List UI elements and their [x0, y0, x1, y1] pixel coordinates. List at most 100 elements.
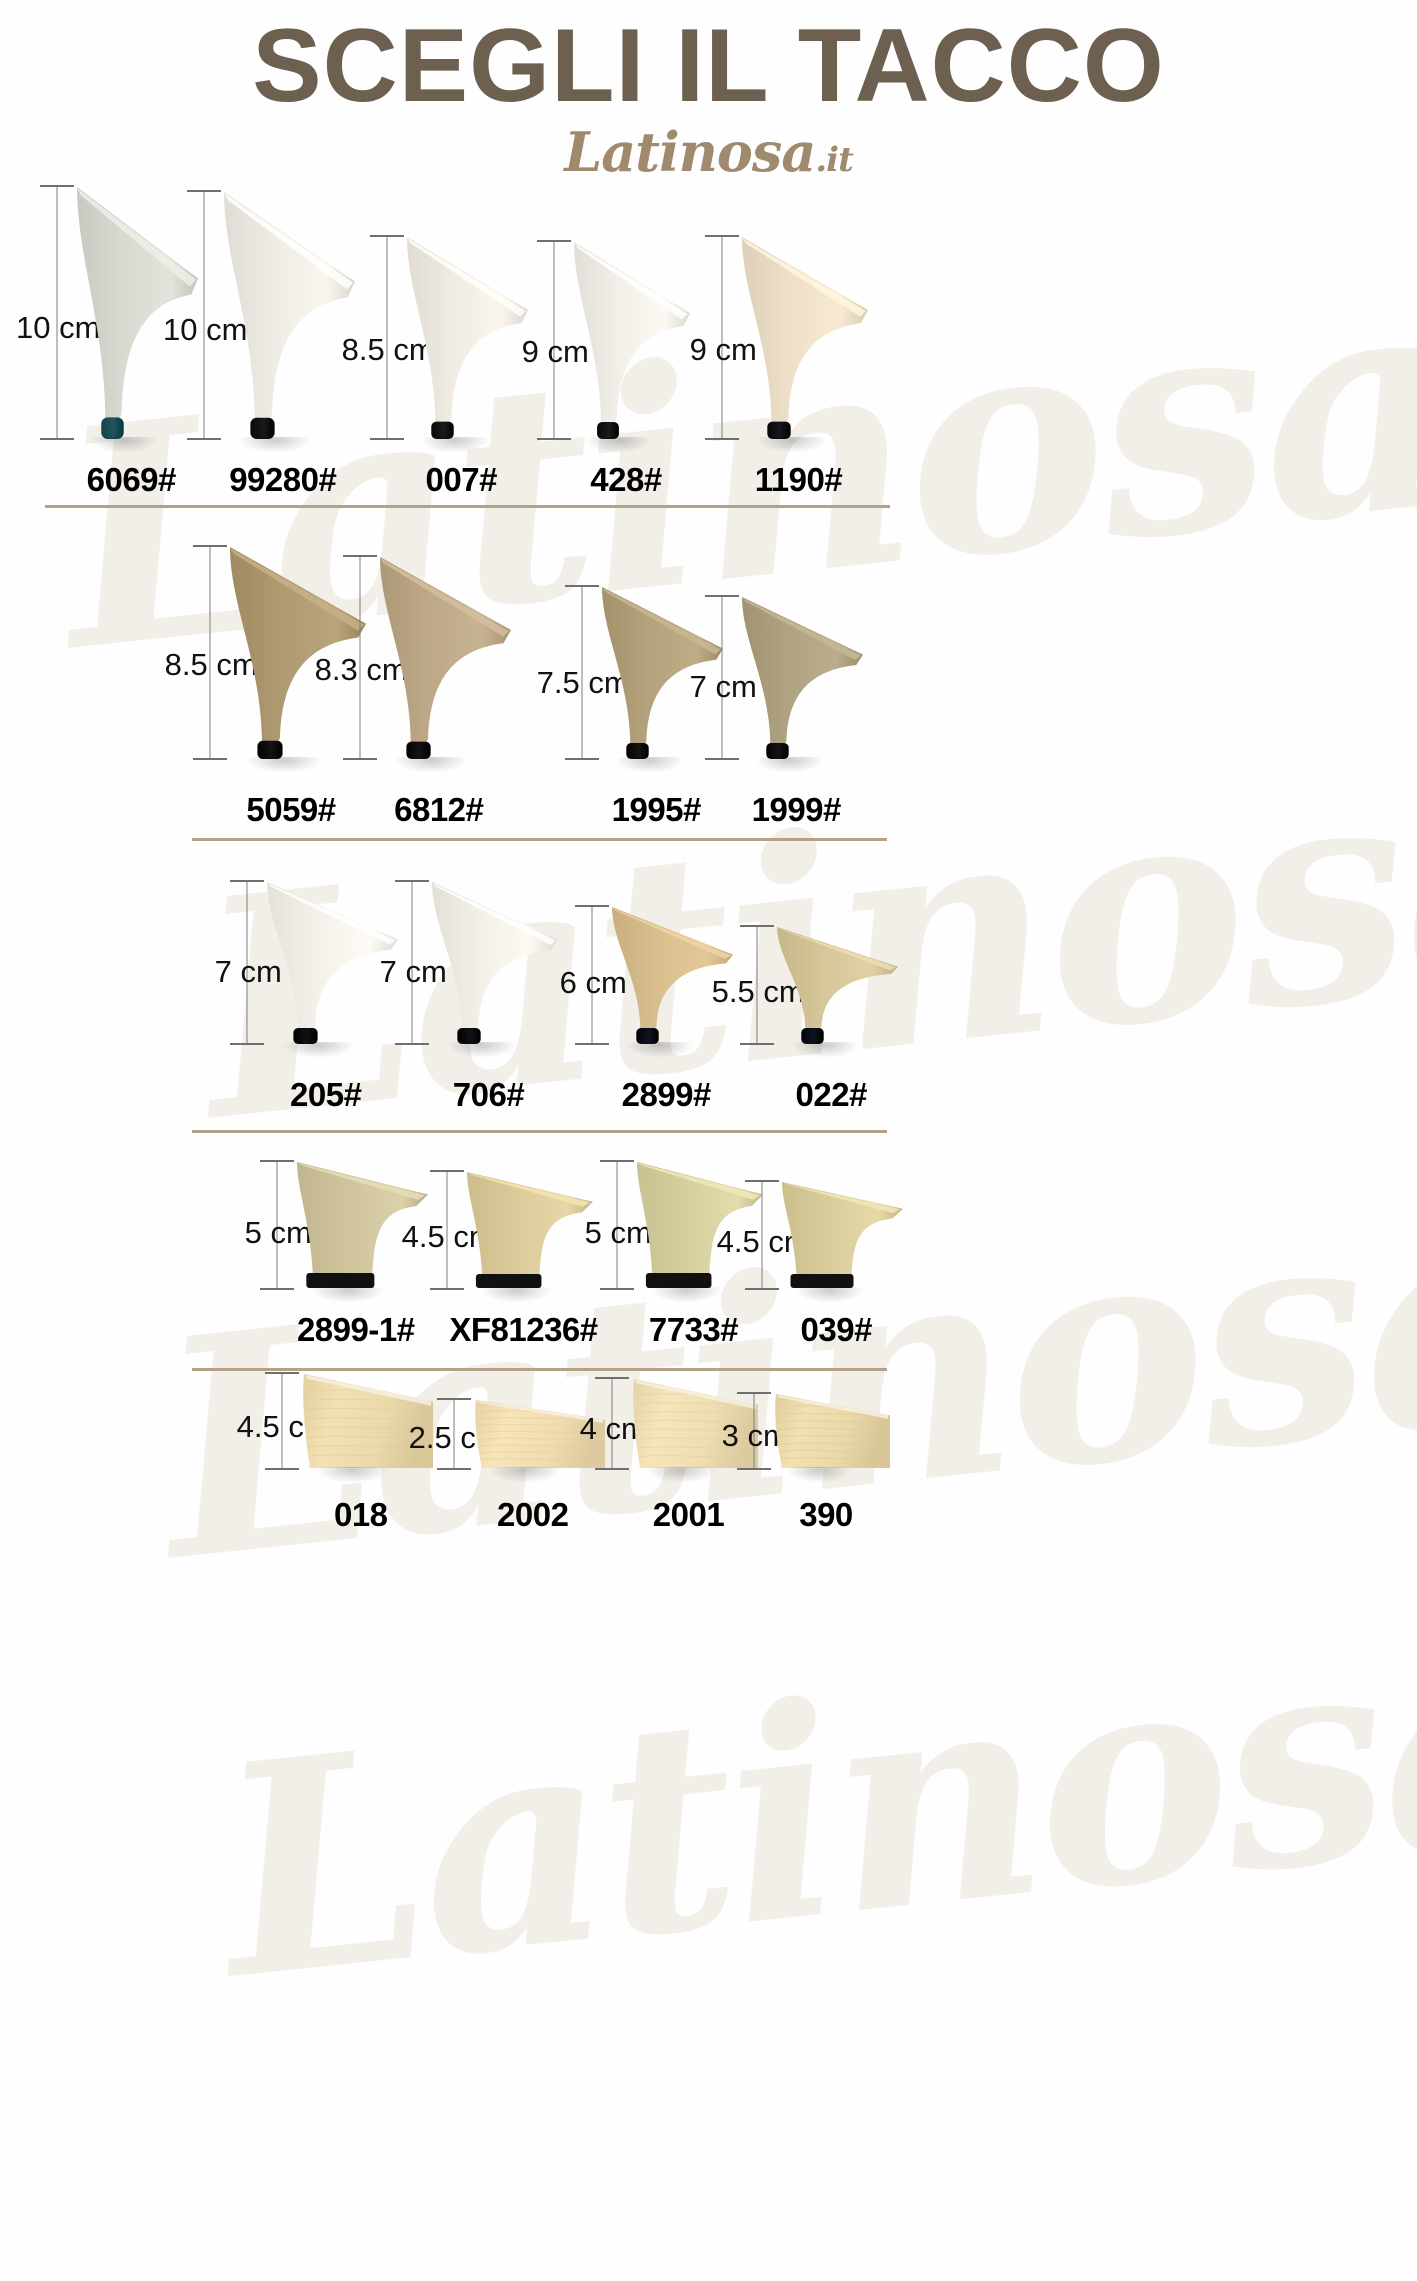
- heel-shadow: [488, 1467, 563, 1483]
- heel-image-007: [405, 235, 530, 453]
- measurement-indicator: 5 cm: [585, 1160, 652, 1290]
- measurement-cap-bottom: [575, 1043, 609, 1045]
- height-label: 7 cm: [214, 954, 282, 990]
- heel-image-1190: [740, 235, 870, 453]
- measurement-cap-bottom: [705, 438, 739, 440]
- heel-shadow: [790, 1042, 859, 1058]
- measurement-cap-top: [595, 1377, 629, 1379]
- height-label: 5 cm: [584, 1214, 652, 1250]
- heel-image-428: [572, 240, 692, 453]
- measurement-indicator: 7 cm: [215, 880, 282, 1045]
- measurement-cap-top: [537, 240, 571, 242]
- model-label: 039#: [800, 1311, 873, 1348]
- heel-shadow: [445, 1042, 518, 1058]
- heel-shadow: [786, 1467, 853, 1483]
- heel-shadow: [625, 1042, 694, 1058]
- model-label: 007#: [425, 461, 498, 498]
- measurement-indicator: 5 cm: [245, 1160, 312, 1290]
- measurement-line: [359, 555, 361, 760]
- heel-shadow: [755, 437, 828, 453]
- measurement-cap-top: [575, 905, 609, 907]
- measurement-cap-bottom: [437, 1468, 471, 1470]
- measurement-indicator: 9 cm: [522, 240, 589, 440]
- measurement-cap-top: [395, 880, 429, 882]
- heel-shadow: [480, 1287, 553, 1303]
- height-label: 5.5 cm: [711, 974, 805, 1010]
- measurement-cap-top: [437, 1398, 471, 1400]
- model-label: 2899-1#: [296, 1311, 415, 1348]
- model-label: 2002: [497, 1496, 569, 1533]
- measurement-cap-bottom: [193, 758, 227, 760]
- measurement-cap-bottom: [395, 1043, 429, 1045]
- watermark-text: Latinosa: [205, 1565, 1417, 2045]
- measurement-line: [246, 880, 248, 1045]
- measurement-indicator: 10 cm: [163, 190, 247, 440]
- measurement-line: [753, 1392, 755, 1470]
- measurement-line: [761, 1180, 763, 1290]
- heel-shadow: [281, 1042, 356, 1058]
- page-header: SCEGLI IL TACCO Latinosa.it: [0, 0, 1417, 184]
- height-label: 7.5 cm: [536, 665, 630, 700]
- heel-image-706: [430, 880, 560, 1058]
- model-label: 706#: [452, 1076, 525, 1113]
- heel-image-6812: [378, 555, 513, 773]
- measurement-cap-bottom: [600, 1288, 634, 1290]
- model-label: 022#: [795, 1076, 868, 1113]
- heel-image-7733: [635, 1160, 765, 1303]
- measurement-line: [203, 190, 205, 440]
- heel-image-205: [265, 880, 400, 1058]
- measurement-line: [553, 240, 555, 440]
- measurement-indicator: 5.5 cm: [712, 925, 805, 1045]
- heel-image-2001: [630, 1377, 760, 1483]
- height-label: 9 cm: [521, 334, 589, 369]
- measurement-cap-bottom: [595, 1468, 629, 1470]
- heel-shadow: [238, 437, 313, 453]
- model-label: 2899#: [621, 1076, 712, 1113]
- page-title: SCEGLI IL TACCO: [252, 8, 1165, 124]
- height-label: 10 cm: [15, 309, 101, 345]
- measurement-cap-bottom: [230, 1043, 264, 1045]
- measurement-cap-bottom: [370, 438, 404, 440]
- measurement-cap-top: [737, 1392, 771, 1394]
- model-label: 205#: [290, 1076, 362, 1113]
- model-label: 99280#: [229, 461, 337, 498]
- model-label: 1995#: [611, 791, 702, 828]
- measurement-line: [209, 545, 211, 760]
- heel-shadow: [316, 1467, 391, 1483]
- measurement-line: [276, 1160, 278, 1290]
- measurement-line: [411, 880, 413, 1045]
- measurement-cap-top: [370, 235, 404, 237]
- measurement-line: [611, 1377, 613, 1470]
- measurement-cap-top: [745, 1180, 779, 1182]
- heel-image-1995: [600, 585, 725, 773]
- measurement-indicator: 6 cm: [560, 905, 627, 1045]
- heel-shadow: [244, 757, 322, 773]
- measurement-indicator: 8.5 cm: [165, 545, 258, 760]
- measurement-cap-top: [40, 185, 74, 187]
- measurement-cap-top: [343, 555, 377, 557]
- measurement-cap-bottom: [187, 438, 221, 440]
- model-label: 6069#: [86, 461, 177, 498]
- height-label: 6 cm: [559, 965, 627, 1001]
- height-label: 10 cm: [162, 312, 248, 347]
- heel-image-5059: [228, 545, 368, 773]
- measurement-cap-bottom: [343, 758, 377, 760]
- measurement-cap-bottom: [740, 1043, 774, 1045]
- measurement-line: [721, 235, 723, 440]
- height-label: 9 cm: [689, 331, 757, 367]
- heel-shadow: [645, 1467, 718, 1483]
- measurement-cap-bottom: [745, 1288, 779, 1290]
- model-label: 390: [799, 1496, 853, 1533]
- measurement-cap-top: [705, 595, 739, 597]
- model-label: 2001: [652, 1496, 725, 1533]
- measurement-line: [616, 1160, 618, 1290]
- heel-shadow: [615, 757, 684, 773]
- brand-tld: .it: [815, 140, 853, 180]
- model-label: 428#: [590, 461, 662, 498]
- model-label: 7733#: [648, 1311, 739, 1348]
- heel-image-2899: [610, 905, 735, 1058]
- measurement-cap-top: [193, 545, 227, 547]
- measurement-indicator: 10 cm: [16, 185, 100, 440]
- measurement-indicator: 9 cm: [690, 235, 757, 440]
